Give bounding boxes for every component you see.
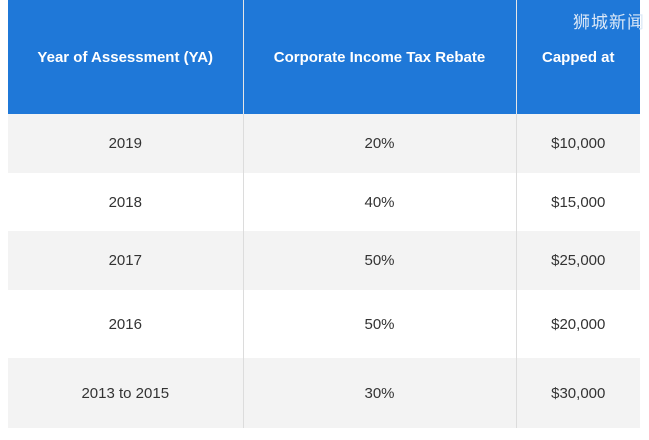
cell-rebate: 20% xyxy=(242,114,516,173)
cell-year: 2019 xyxy=(8,114,243,173)
table-row: 2017 50% $25,000 xyxy=(8,231,640,290)
cell-cap: $25,000 xyxy=(515,231,640,290)
cell-cap: $30,000 xyxy=(515,358,640,428)
table-row: 2019 20% $10,000 xyxy=(8,114,640,173)
watermark: 狮城新闻 xyxy=(573,13,645,33)
header-year-of-assessment: Year of Assessment (YA) xyxy=(8,0,243,114)
cell-cap: $10,000 xyxy=(515,114,640,173)
header-tax-rebate: Corporate Income Tax Rebate xyxy=(242,0,516,114)
cell-rebate: 30% xyxy=(242,358,516,428)
table-body: 2019 20% $10,000 2018 40% $15,000 2017 5… xyxy=(8,114,640,428)
table-row: 2018 40% $15,000 xyxy=(8,173,640,231)
cell-cap: $15,000 xyxy=(515,173,640,231)
header-row: Year of Assessment (YA) Corporate Income… xyxy=(8,0,640,114)
cell-year: 2018 xyxy=(8,173,243,231)
cell-rebate: 40% xyxy=(242,173,516,231)
cell-year: 2013 to 2015 xyxy=(8,358,243,428)
cell-year: 2017 xyxy=(8,231,243,290)
table-row: 2016 50% $20,000 xyxy=(8,290,640,358)
table-row: 2013 to 2015 30% $30,000 xyxy=(8,358,640,428)
cell-rebate: 50% xyxy=(242,231,516,290)
tax-rebate-table: Year of Assessment (YA) Corporate Income… xyxy=(8,0,640,428)
table-header: Year of Assessment (YA) Corporate Income… xyxy=(8,0,640,114)
header-capped-at: Capped at xyxy=(515,0,640,114)
cell-cap: $20,000 xyxy=(515,290,640,358)
cell-rebate: 50% xyxy=(242,290,516,358)
cell-year: 2016 xyxy=(8,290,243,358)
